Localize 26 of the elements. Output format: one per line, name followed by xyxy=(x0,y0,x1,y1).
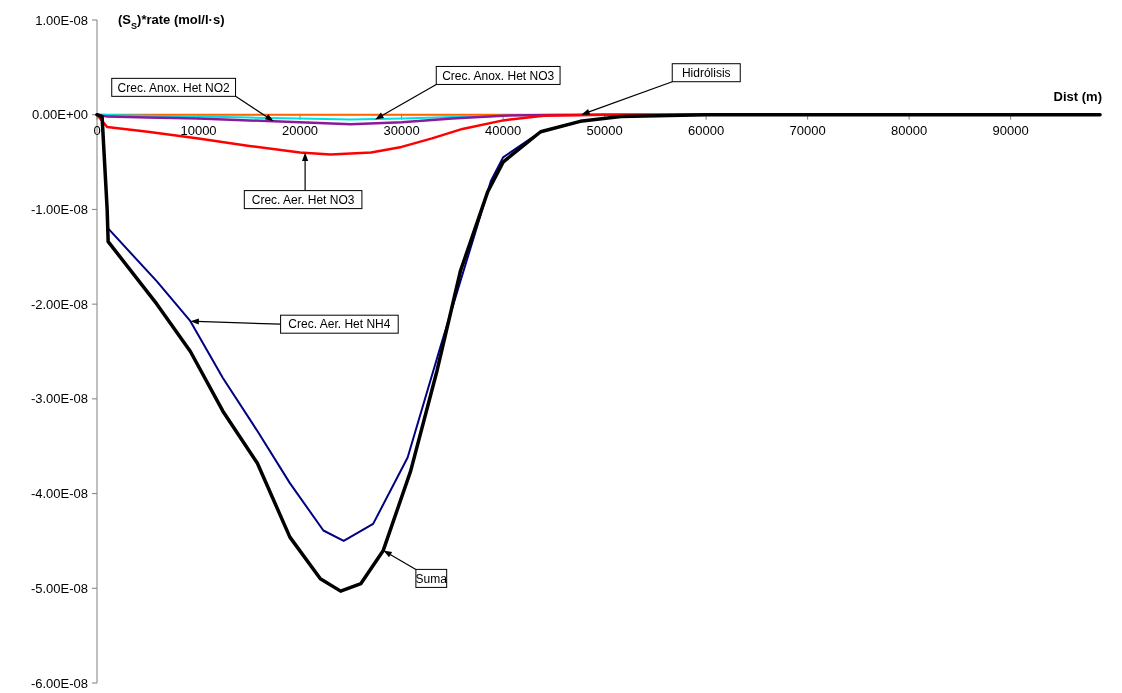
x-tick-label: 40000 xyxy=(484,122,522,138)
y-tick-label: -6.00E-08 xyxy=(30,675,88,691)
annotation: Crec. Anox. Het NO3 xyxy=(442,68,555,83)
y-axis-title: (S$_{S}$)*rate (mol/l·s) xyxy=(118,12,225,31)
x-tick-label: 70000 xyxy=(789,122,826,138)
line-series xyxy=(95,112,1102,593)
y-tick-label: -4.00E-08 xyxy=(30,486,88,502)
x-tick-label: 20000 xyxy=(281,122,319,138)
x-axis-title: Dist (m) xyxy=(1053,88,1102,104)
x-tick-label: 60000 xyxy=(688,122,725,138)
x-tick-label: 50000 xyxy=(586,122,623,138)
x-tick-label: 90000 xyxy=(992,122,1029,138)
x-tick-label: 30000 xyxy=(383,122,420,138)
annotation: Crec. Anox. Het NO2 xyxy=(117,80,230,95)
y-tick-label: -5.00E-08 xyxy=(30,580,88,596)
annotation: Hidrólisis xyxy=(681,65,731,80)
x-tick-label: 80000 xyxy=(891,122,928,138)
y-tick-label: 0.00E+00 xyxy=(31,107,88,123)
y-tick-label: 1.00E-08 xyxy=(35,12,88,28)
y-tick-label: -3.00E-08 xyxy=(30,391,88,407)
x-tick-label: 0 xyxy=(93,122,101,138)
annotation: Crec. Aer. Het NH4 xyxy=(288,317,391,332)
y-tick-label: -1.00E-08 xyxy=(30,201,88,217)
y-tick-label: -2.00E-08 xyxy=(30,296,88,312)
x-tick-label: 10000 xyxy=(180,122,217,138)
annotation: Crec. Aer. Het NO3 xyxy=(251,192,355,207)
